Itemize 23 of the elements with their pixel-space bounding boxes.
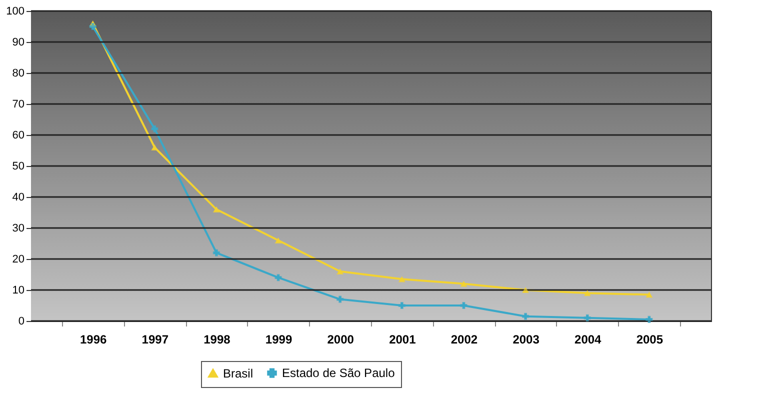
x-tick-label: 2004 bbox=[574, 332, 602, 346]
legend-label: Estado de São Paulo bbox=[282, 366, 396, 380]
x-tick-label: 1998 bbox=[204, 332, 231, 346]
y-tick-label: 90 bbox=[12, 36, 24, 48]
y-tick-label: 80 bbox=[12, 68, 24, 80]
x-tick-label: 1999 bbox=[265, 332, 292, 346]
x-tick-label: 1996 bbox=[80, 332, 107, 346]
x-tick-label: 2000 bbox=[327, 332, 354, 346]
x-tick-label: 1997 bbox=[142, 332, 169, 346]
legend-label: Brasil bbox=[223, 366, 254, 380]
y-tick-label: 20 bbox=[12, 254, 24, 266]
x-tick-label: 2001 bbox=[389, 332, 416, 346]
x-tick-label: 2002 bbox=[450, 332, 478, 346]
y-tick-label: 10 bbox=[12, 284, 24, 296]
y-tick-label: 100 bbox=[6, 6, 24, 18]
y-tick-label: 60 bbox=[12, 130, 24, 142]
y-tick-label: 50 bbox=[12, 160, 24, 172]
y-tick-label: 70 bbox=[12, 98, 24, 110]
y-tick-label: 40 bbox=[12, 192, 24, 204]
x-tick-label: 2005 bbox=[636, 332, 664, 346]
y-tick-label: 30 bbox=[12, 222, 24, 234]
y-tick-label: 0 bbox=[18, 316, 24, 328]
x-tick-label: 2003 bbox=[512, 332, 540, 346]
